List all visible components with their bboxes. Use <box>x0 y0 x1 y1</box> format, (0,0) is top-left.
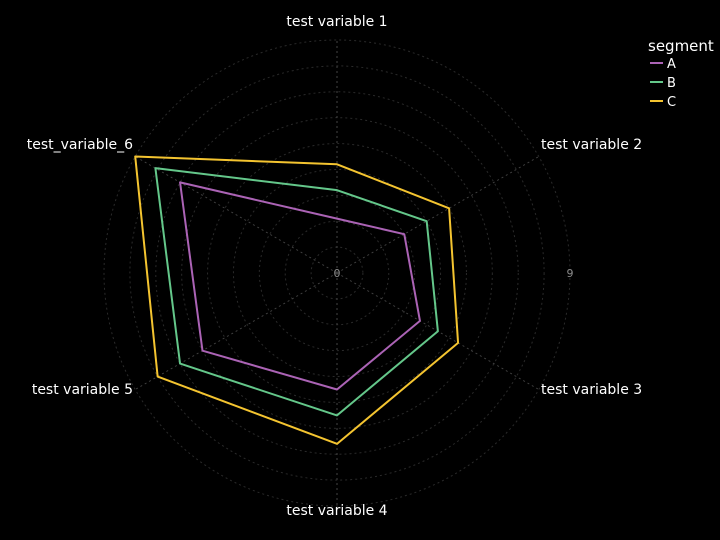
legend-label: B <box>667 76 676 91</box>
grid-circle <box>258 194 416 352</box>
series-layer <box>134 155 460 445</box>
radial-tick-label: 9 <box>567 267 574 280</box>
axis-labels: test variable 1 test variable 2 test varia… <box>27 14 642 519</box>
axis-label: test variable 5 <box>32 382 133 398</box>
grid-circle <box>155 91 519 455</box>
axis-label: test_variable_6 <box>27 137 133 153</box>
axis-label: test variable 1 <box>286 14 387 30</box>
legend-title: segment <box>648 37 714 55</box>
series-b-polygon <box>154 167 439 417</box>
legend-label: A <box>667 57 676 72</box>
grid-circle <box>103 39 571 507</box>
spoke-line <box>134 156 338 274</box>
legend-item-c[interactable]: C <box>650 95 676 110</box>
series-a-polygon <box>179 181 421 391</box>
axis-label: test variable 2 <box>541 137 642 153</box>
spoke-line <box>336 156 540 274</box>
spoke-line <box>134 272 338 390</box>
axis-label: test variable 3 <box>541 382 642 398</box>
grid-circle <box>129 65 545 481</box>
legend-label: C <box>667 95 676 110</box>
grid-circle <box>207 143 467 403</box>
series-c-polygon <box>134 155 460 445</box>
axis-label: test variable 4 <box>286 503 387 519</box>
legend-item-b[interactable]: B <box>650 76 676 91</box>
grid-circle <box>232 168 442 378</box>
radial-tick-label: 0 <box>334 267 341 280</box>
legend: segment ABC <box>648 37 714 110</box>
legend-item-a[interactable]: A <box>650 57 676 72</box>
